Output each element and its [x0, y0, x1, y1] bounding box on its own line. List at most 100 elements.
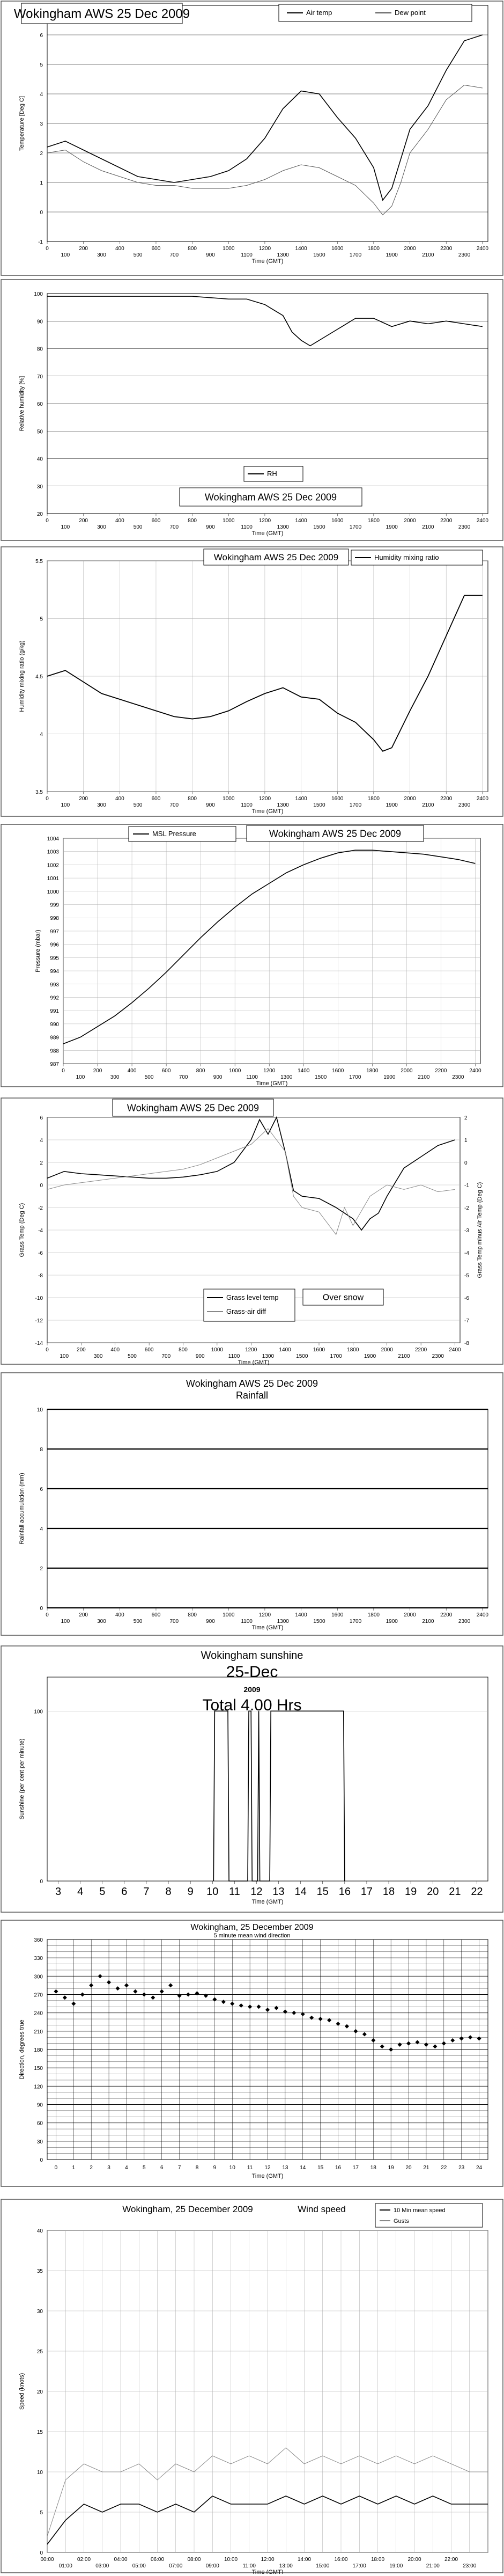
y-tick-label: 988: [50, 1048, 59, 1054]
x-tick-label: 2100: [422, 802, 434, 808]
chart-pressure: 987 988 989 990 991 992 993 994 995 996 997 998 999 1…: [0, 823, 504, 1088]
chart-rainfall: 0 2 4 6 8 10 Rainfall accumulation (mm) 0 200 400…: [0, 1372, 504, 1636]
y-tick-label: 996: [50, 942, 59, 948]
y-tick-label: 0: [40, 1606, 43, 1612]
x-tick-label: 2000: [404, 1612, 416, 1618]
x-tick-label: 2100: [418, 1074, 430, 1080]
data-point: [212, 1997, 217, 2002]
x-tick-label: 00:00: [40, 2557, 54, 2563]
x-tick-label: 22:00: [444, 2557, 458, 2563]
x-tick-label: 16:00: [334, 2557, 347, 2563]
y-axis-label: Rainfall accumulation (mm): [19, 1473, 25, 1544]
x-tick-label: 1300: [262, 1353, 275, 1359]
x-tick-label: 14: [295, 1886, 307, 1898]
data-point: [239, 2003, 243, 2008]
x-tick-label: 2200: [440, 796, 453, 802]
x-tick-label: 1500: [313, 252, 325, 258]
x-tick-label: 900: [206, 252, 215, 258]
x-tick-label: 100: [61, 524, 70, 530]
chart-subtitle: 5 minute mean wind direction: [213, 1933, 290, 1939]
x-tick-label: 17:00: [353, 2563, 366, 2569]
y-tick-label: 4: [40, 92, 43, 98]
x-tick-label: 22: [441, 2165, 447, 2171]
x-tick-label: 17: [361, 1886, 373, 1898]
y2-axis-label: Grass Temp minus Air Temp (Deg C): [477, 1182, 483, 1278]
x-tick-label: 02:00: [77, 2557, 91, 2563]
x-tick-label: 1300: [277, 1619, 290, 1624]
data-point: [107, 1980, 112, 1985]
x-tick-label: 1600: [313, 1347, 325, 1353]
y-tick-label: -2: [38, 1205, 43, 1211]
x-tick-label: 21: [449, 1886, 461, 1898]
y-tick-label: 60: [37, 401, 43, 407]
data-point: [424, 2042, 428, 2047]
chart-wind-direction: 0 30 60 90 120 150 180 210 240 270 300 330 360 Direct…: [0, 1919, 504, 2187]
legend-dew-point: Dew point: [395, 9, 426, 17]
y-tick-label: 990: [50, 1022, 59, 1028]
x-tick-label: 1300: [277, 524, 290, 530]
x-tick-label: 1600: [332, 1068, 344, 1074]
y-tick-label: 1004: [47, 836, 60, 842]
y-tick-label: 2: [40, 151, 43, 157]
data-point: [336, 2022, 340, 2026]
legend-box: [375, 2203, 483, 2228]
x-tick-label: 1200: [259, 246, 271, 252]
x-tick-label: 1300: [277, 252, 290, 258]
y2-tick-label: -7: [464, 1318, 469, 1324]
x-tick-label: 2: [90, 2165, 93, 2171]
data-point: [362, 2032, 367, 2037]
y-tick-label: 0: [40, 210, 43, 216]
x-tick-label: 1100: [246, 1074, 258, 1080]
chart-title: Wokingham sunshine: [201, 1650, 303, 1662]
x-tick-label: 20: [427, 1886, 439, 1898]
x-tick-label: 500: [128, 1353, 137, 1359]
x-tick-label: 900: [206, 1619, 215, 1624]
data-point: [221, 2000, 226, 2004]
data-point: [54, 1989, 58, 1994]
chart-title: Wokingham AWS 25 Dec 2009: [205, 492, 337, 502]
x-tick-label: 600: [145, 1347, 154, 1353]
x-axis-label: Time (GMT): [252, 2173, 284, 2179]
x-tick-label: 14:00: [298, 2557, 311, 2563]
y-tick-label: 10: [37, 2470, 43, 2476]
chart-title-box: [179, 487, 362, 507]
data-point: [62, 1995, 67, 2000]
y2-tick-label: -5: [464, 1273, 469, 1279]
x-tick-label: 2000: [404, 518, 416, 524]
data-point: [441, 2041, 446, 2046]
x-tick-label: 1600: [331, 796, 344, 802]
x-axis-label: Time (GMT): [252, 530, 284, 537]
y-tick-label: 60: [37, 2121, 43, 2127]
data-point: [300, 2011, 305, 2016]
x-tick-label: 11:00: [243, 2563, 256, 2569]
series-line-grass-temp: [47, 1116, 455, 1231]
y-tick-label: 10: [37, 1407, 43, 1413]
x-tick-label: 23:00: [463, 2563, 476, 2569]
legend-air-temp: Air temp: [306, 9, 332, 17]
y-tick-label: 90: [37, 2103, 43, 2109]
y-tick-label: 150: [34, 2066, 43, 2072]
y-tick-label: 50: [37, 429, 43, 435]
x-tick-label: 300: [94, 1353, 103, 1359]
x-tick-label: 1500: [313, 1619, 325, 1624]
data-point: [265, 2007, 270, 2012]
x-tick-label: 1500: [315, 1074, 327, 1080]
y-tick-label: 1001: [47, 876, 60, 882]
y-tick-label: 1: [40, 180, 43, 186]
x-tick-label: 900: [213, 1074, 223, 1080]
y-tick-label: 270: [34, 1993, 43, 1999]
x-tick-label: 6: [121, 1886, 127, 1898]
series-line-air-temp: [47, 34, 483, 201]
x-tick-label: 100: [61, 252, 70, 258]
x-tick-label: 18:00: [371, 2557, 384, 2563]
chart-title-box: [21, 3, 183, 24]
y-tick-label: 994: [50, 969, 59, 975]
x-tick-label: 1800: [368, 518, 380, 524]
x-tick-label: 200: [79, 246, 88, 252]
x-tick-label: 1700: [350, 252, 362, 258]
x-tick-label: 12: [264, 2165, 271, 2171]
x-tick-label: 15:00: [316, 2563, 329, 2569]
chart-sunshine-svg: 0 100 Sunshine (per cent per minute) 3 4 5 6 7 8…: [1, 1645, 503, 1913]
x-tick-label: 2000: [401, 1068, 413, 1074]
y-tick-label: 1003: [47, 850, 60, 855]
